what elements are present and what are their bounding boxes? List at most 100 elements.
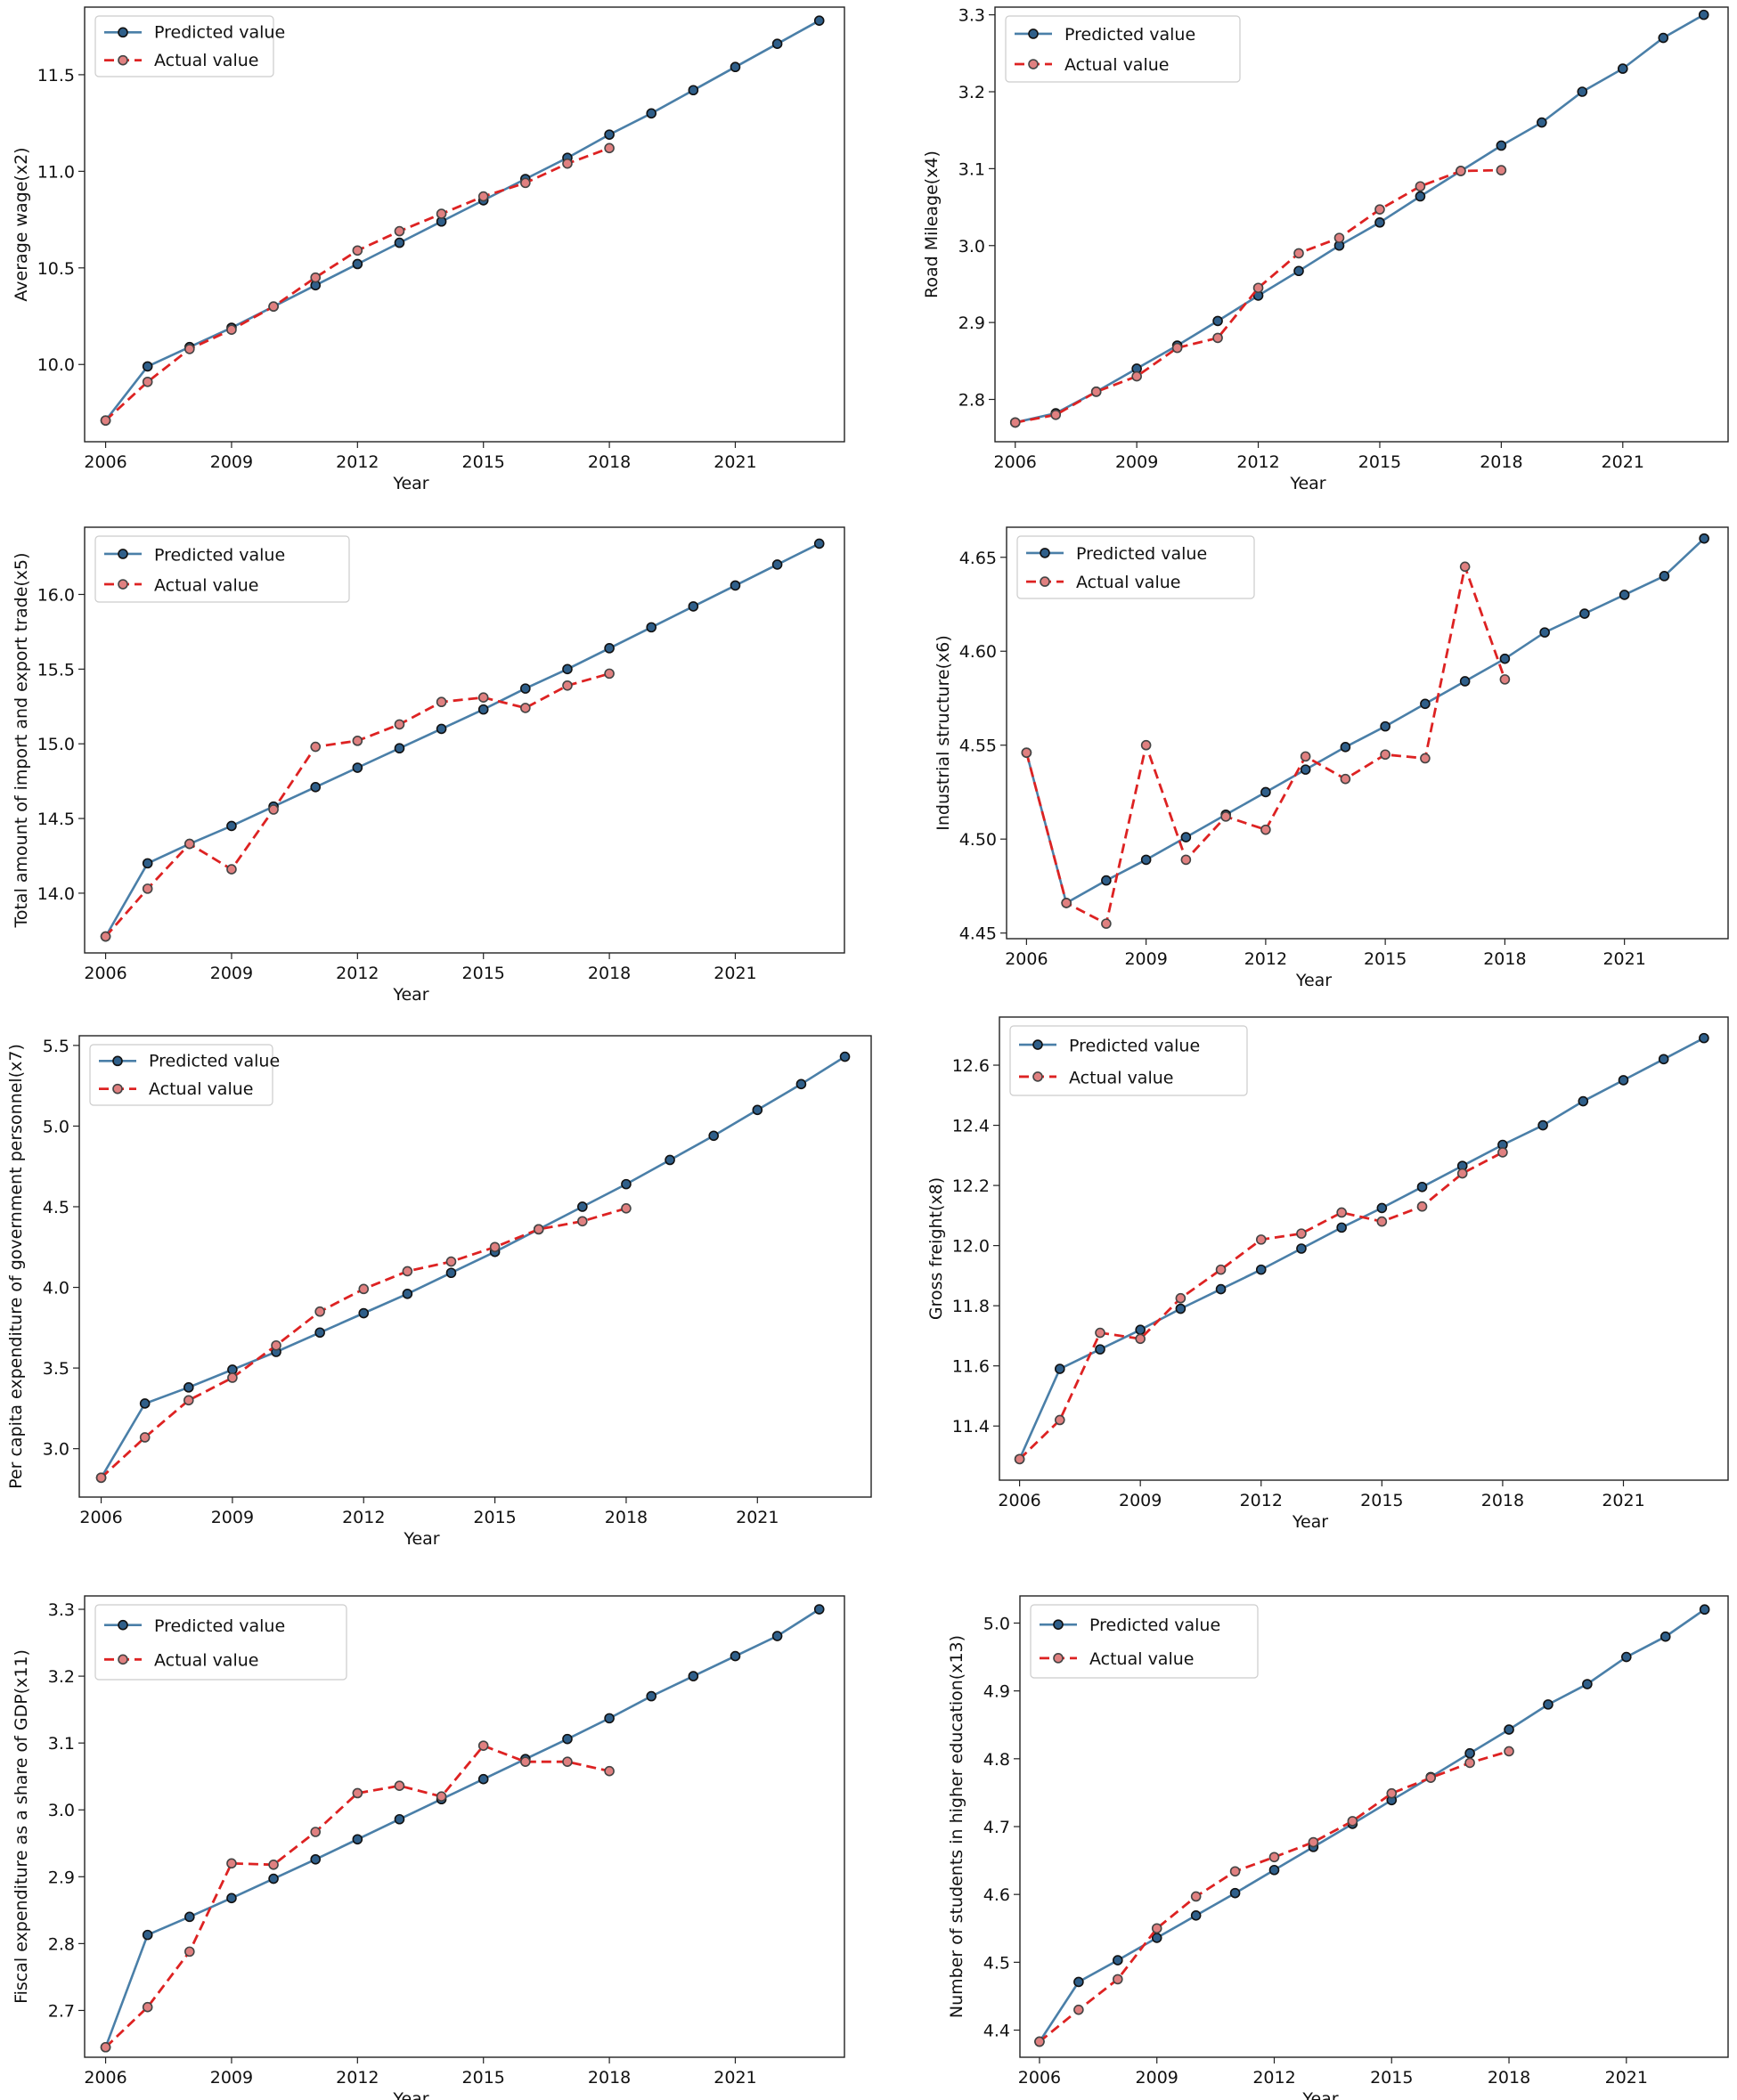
x-tick-label: 2006 (1005, 949, 1048, 969)
actual-point (1255, 1234, 1267, 1245)
actual-point (1260, 824, 1271, 835)
actual-point (1090, 387, 1102, 397)
predicted-point (477, 704, 489, 715)
actual-point (436, 208, 447, 219)
y-tick-label: 3.1 (958, 159, 985, 179)
x-tick-label: 2009 (1136, 2068, 1178, 2088)
predicted-point (436, 723, 447, 735)
actual-point (1386, 1787, 1398, 1799)
x-axis-label: Year (392, 474, 428, 493)
actual-point (436, 696, 447, 708)
actual-point (226, 324, 237, 336)
actual-point (1456, 1168, 1468, 1179)
legend-box (94, 535, 350, 603)
y-tick-label: 12.6 (952, 1056, 990, 1076)
predicted-point (730, 580, 741, 591)
legend-actual-marker (1053, 1653, 1064, 1664)
x-tick-label: 2012 (336, 964, 379, 983)
predicted-point (226, 820, 237, 832)
predicted-point (352, 258, 363, 270)
x-tick-label: 2018 (1481, 1491, 1524, 1510)
chart-panel-2: 2006 2009 2012 2015 2018 2021 2.8 2.9 3.0 3.1 3.2 3… (922, 6, 1729, 493)
legend-actual-label: Actual value (149, 1079, 253, 1099)
chart-panel-1: 2006 2009 2012 2015 2018 2021 10.0 10.5 11.0 11.5… (12, 6, 845, 493)
y-axis-label: Per capita expenditure of government per… (6, 1044, 26, 1489)
predicted-point (1582, 1679, 1593, 1689)
predicted-point (1073, 1976, 1084, 1988)
predicted-point (394, 237, 405, 248)
y-tick-label: 15.0 (37, 735, 75, 754)
actual-point (1054, 1414, 1065, 1426)
y-tick-label: 5.0 (983, 1614, 1010, 1633)
actual-point (1336, 1207, 1347, 1218)
predicted-point (1336, 1222, 1347, 1233)
x-tick-label: 2018 (588, 452, 631, 472)
actual-point (1347, 1816, 1358, 1827)
actual-point (184, 344, 195, 354)
actual-point (271, 1339, 281, 1351)
y-tick-label: 10.0 (37, 355, 75, 375)
predicted-point (1268, 1864, 1280, 1876)
actual-point (268, 301, 279, 312)
predicted-point (1380, 720, 1390, 732)
x-tick-label: 2021 (1602, 949, 1645, 969)
actual-point (1504, 1746, 1514, 1757)
actual-point (1135, 1333, 1146, 1345)
x-tick-label: 2015 (462, 964, 505, 983)
predicted-point (268, 1873, 279, 1884)
actual-point (477, 191, 489, 202)
y-tick-label: 4.9 (983, 1682, 1010, 1702)
actual-point (520, 1756, 531, 1767)
legend: Predicted value Actual value (94, 15, 285, 77)
x-tick-label: 2021 (1602, 1491, 1644, 1510)
actual-point (1229, 1866, 1241, 1877)
actual-point (1376, 1216, 1388, 1227)
y-axis-label: Total amount of import and export trade(… (12, 552, 31, 928)
legend-actual-label: Actual value (154, 51, 258, 70)
actual-point (1073, 2004, 1084, 2015)
predicted-point (1255, 1264, 1267, 1275)
y-tick-label: 4.5 (43, 1198, 69, 1217)
actual-point (142, 2001, 153, 2013)
predicted-point (1658, 32, 1669, 44)
predicted-point (477, 1773, 489, 1785)
predicted-point (394, 743, 405, 754)
legend-actual-label: Actual value (1076, 573, 1180, 592)
x-axis-label: Year (1295, 971, 1332, 990)
actual-point (226, 864, 237, 875)
predicted-point (604, 129, 615, 140)
actual-point (489, 1241, 501, 1253)
actual-point (310, 1827, 321, 1837)
predicted-point (1376, 1202, 1388, 1214)
y-tick-label: 16.0 (37, 585, 75, 605)
predicted-point (1537, 1119, 1548, 1131)
predicted-point (314, 1327, 325, 1339)
actual-point (1308, 1836, 1319, 1848)
actual-point (1131, 370, 1142, 382)
y-tick-label: 4.60 (959, 642, 997, 662)
actual-point (1497, 1147, 1508, 1158)
predicted-point (1296, 1243, 1307, 1254)
predicted-point (1140, 854, 1152, 866)
legend: Predicted value Actual value (1005, 15, 1241, 83)
predicted-line (1018, 1037, 1705, 1460)
predicted-point (1619, 590, 1630, 600)
predicted-line (1025, 537, 1705, 905)
legend: Predicted value Actual value (1009, 1025, 1248, 1096)
predicted-point (1617, 63, 1628, 74)
predicted-point (1054, 1363, 1065, 1374)
x-tick-label: 2009 (210, 964, 253, 983)
actual-point (314, 1306, 325, 1317)
actual-point (394, 719, 405, 730)
y-axis-label: Average wage(x2) (12, 147, 31, 301)
x-tick-label: 2006 (84, 964, 126, 983)
x-tick-label: 2018 (1488, 2068, 1530, 2088)
predicted-point (730, 61, 741, 73)
actual-point (310, 272, 321, 283)
plot-frame (84, 526, 845, 954)
actual-point (1021, 747, 1032, 758)
y-tick-label: 3.3 (48, 1600, 75, 1620)
predicted-point (1374, 217, 1385, 228)
x-tick-label: 2015 (1364, 949, 1407, 969)
